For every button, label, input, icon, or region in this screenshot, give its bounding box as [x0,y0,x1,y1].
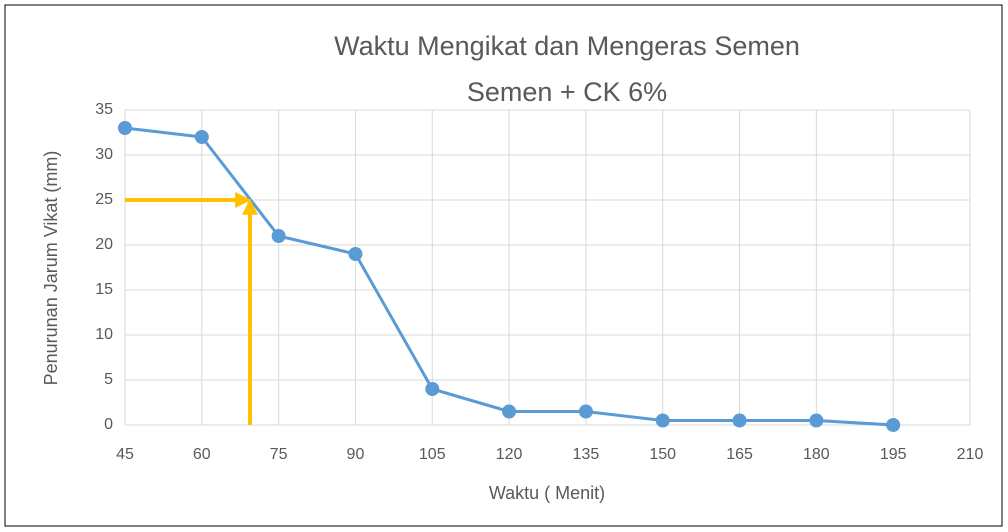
y-tick-label: 5 [104,371,113,388]
chart-subtitle: Semen + CK 6% [467,77,667,107]
data-point [578,404,593,419]
y-tick-label: 15 [95,281,113,298]
data-point [271,229,286,243]
x-tick-label: 45 [116,446,134,463]
x-axis-label: Waktu ( Menit) [489,483,605,503]
data-point [425,382,440,396]
y-tick-label: 0 [104,416,113,433]
y-tick-label: 10 [95,326,113,343]
y-tick-label: 35 [95,101,113,118]
data-point [502,404,517,419]
data-point [194,130,209,144]
y-tick-label: 30 [95,146,113,163]
y-axis-label: Penurunan Jarum Vikat (mm) [41,151,61,386]
x-tick-label: 135 [573,446,600,463]
data-point [348,247,363,261]
data-point [809,413,824,428]
x-tick-label: 180 [803,446,830,463]
x-tick-label: 195 [880,446,907,463]
data-point [732,413,747,428]
y-tick-label: 20 [95,236,113,253]
x-tick-label: 90 [347,446,365,463]
x-tick-label: 150 [649,446,676,463]
x-tick-label: 75 [270,446,288,463]
chart-title: Waktu Mengikat dan Mengeras Semen [334,31,800,61]
x-tick-label: 120 [496,446,523,463]
x-tick-label: 165 [726,446,753,463]
x-tick-label: 60 [193,446,211,463]
x-tick-label: 210 [957,446,984,463]
y-tick-label: 25 [95,191,113,208]
chart-border [4,4,1003,527]
data-point [886,418,901,432]
data-point [118,121,132,135]
x-tick-label: 105 [419,446,446,463]
data-point [655,413,670,428]
